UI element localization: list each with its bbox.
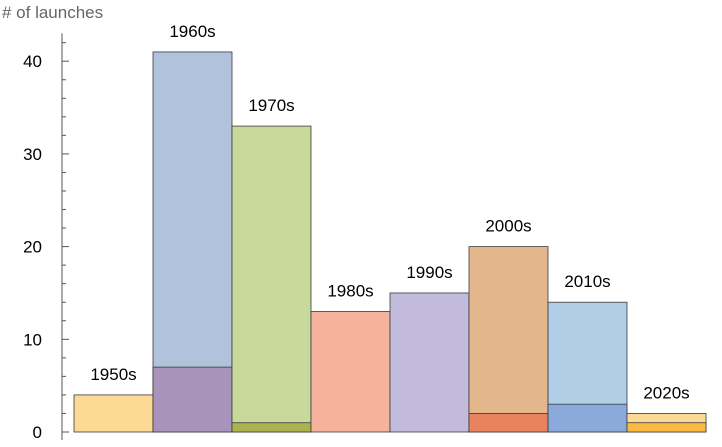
y-axis-title: # of launches <box>2 3 103 22</box>
bar-label-1960s: 1960s <box>169 22 215 41</box>
bar-label-2010s: 2010s <box>564 272 610 291</box>
bar-2000s <box>468 246 549 433</box>
y-tick-label: 40 <box>23 52 42 71</box>
bar-1970s <box>231 125 312 433</box>
bar-inner-1970s <box>231 422 312 433</box>
bar-inner-2010s <box>547 403 628 433</box>
bars <box>73 51 707 433</box>
bar-inner-2000s <box>468 413 549 433</box>
bar-label-2020s: 2020s <box>643 383 689 402</box>
y-tick-label: 20 <box>23 238 42 257</box>
bar-label-1990s: 1990s <box>406 263 452 282</box>
bar-label-1980s: 1980s <box>327 281 373 300</box>
bar-1950s <box>73 394 154 433</box>
bar-1980s <box>310 311 391 433</box>
bar-label-2000s: 2000s <box>485 217 531 236</box>
y-tick-label: 0 <box>33 423 42 442</box>
bar-inner-2020s <box>626 422 707 433</box>
y-tick-label: 10 <box>23 330 42 349</box>
bar-1990s <box>389 292 470 433</box>
y-axis: 0 10 20 30 40 <box>23 33 69 442</box>
y-tick-label: 30 <box>23 145 42 164</box>
bar-label-1970s: 1970s <box>248 96 294 115</box>
bar-inner-1960s <box>152 366 233 433</box>
bar-label-1950s: 1950s <box>90 365 136 384</box>
bar-labels: 1950s 1960s 1970s 1980s 1990s 2000s 2010s 2020s <box>90 22 689 403</box>
